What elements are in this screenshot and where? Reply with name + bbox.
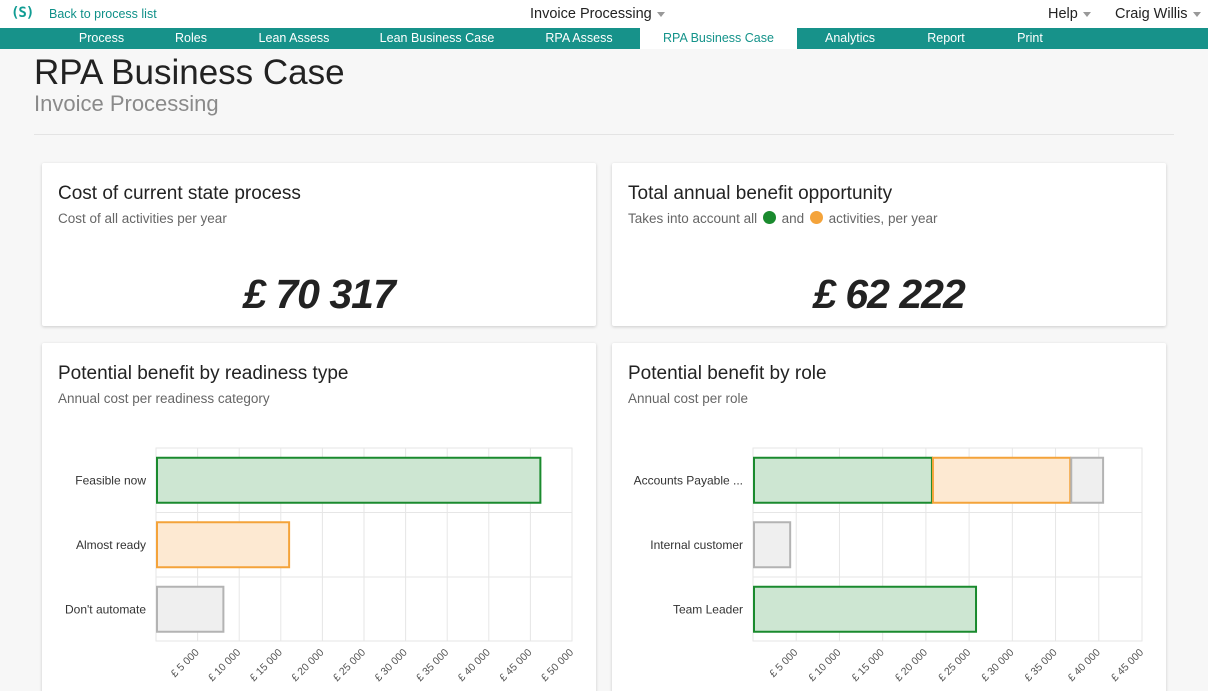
benefit-card: Total annual benefit opportunity Takes i… — [612, 163, 1166, 326]
tab-roles[interactable]: Roles — [175, 31, 207, 45]
app-logo[interactable]: (S) — [11, 5, 34, 21]
bar[interactable] — [156, 456, 542, 504]
x-tick-label: £ 15 000 — [248, 647, 285, 684]
process-selector[interactable]: Invoice Processing — [530, 6, 665, 22]
x-tick-label: £ 30 000 — [979, 647, 1016, 684]
tab-rpa-assess[interactable]: RPA Assess — [545, 31, 613, 45]
tab-rpa-business-case[interactable]: RPA Business Case — [640, 28, 797, 49]
user-name: Craig Willis — [1115, 6, 1188, 22]
x-tick-label: £ 40 000 — [1066, 647, 1103, 684]
x-tick-label: £ 45 000 — [1109, 647, 1146, 684]
user-menu[interactable]: Craig Willis — [1115, 6, 1201, 22]
x-tick-label: £ 5 000 — [767, 647, 800, 680]
category-label: Don't automate — [65, 602, 146, 616]
card-subtitle: Takes into account all and activities, p… — [628, 211, 937, 226]
x-tick-label: £ 25 000 — [331, 647, 368, 684]
category-label: Accounts Payable ... — [634, 473, 743, 487]
tab-report[interactable]: Report — [927, 31, 965, 45]
card-title: Potential benefit by readiness type — [58, 363, 349, 384]
current-cost-value: £ 70 317 — [243, 271, 396, 317]
tab-process[interactable]: Process — [78, 31, 125, 45]
bar[interactable] — [156, 585, 225, 633]
role-chart-card: Potential benefit by role Annual cost pe… — [612, 343, 1166, 691]
x-tick-label: £ 10 000 — [806, 647, 843, 684]
bar[interactable] — [753, 456, 933, 504]
chevron-down-icon — [1082, 11, 1091, 17]
tab-lean-assess[interactable]: Lean Assess — [258, 31, 330, 45]
x-tick-label: £ 20 000 — [289, 647, 326, 684]
card-subtitle: Cost of all activities per year — [58, 211, 227, 226]
x-tick-label: £ 50 000 — [539, 647, 576, 684]
chevron-down-icon — [656, 11, 665, 17]
page-title: RPA Business Case — [34, 53, 345, 92]
bar[interactable] — [156, 521, 291, 569]
page-subtitle: Invoice Processing — [34, 91, 219, 116]
bar[interactable] — [753, 585, 978, 633]
bar[interactable] — [753, 521, 792, 569]
divider — [34, 134, 1174, 135]
x-tick-label: £ 35 000 — [1022, 647, 1059, 684]
x-tick-label: £ 45 000 — [497, 647, 534, 684]
subtitle-text: Takes into account all — [628, 211, 758, 226]
tab-lean-business-case[interactable]: Lean Business Case — [379, 31, 495, 45]
x-tick-label: £ 30 000 — [372, 647, 409, 684]
tab-analytics[interactable]: Analytics — [824, 31, 876, 45]
help-label: Help — [1048, 6, 1078, 22]
bar[interactable] — [1070, 456, 1105, 504]
x-tick-label: £ 15 000 — [849, 647, 886, 684]
readiness-chart-card: Potential benefit by readiness type Annu… — [42, 343, 596, 691]
x-tick-label: £ 10 000 — [206, 647, 243, 684]
green-dot-icon — [762, 211, 776, 224]
subtitle-text: activities, per year — [828, 211, 938, 226]
card-title: Cost of current state process — [58, 183, 301, 204]
card-subtitle: Annual cost per role — [628, 391, 749, 406]
tab-print[interactable]: Print — [1017, 31, 1043, 45]
help-menu[interactable]: Help — [1048, 6, 1091, 22]
role-bar-chart: £ 5 000 £ 10 000 £ 15 000 £ 20 000 £ 25 000 £… — [634, 447, 1146, 684]
x-tick-label: £ 20 000 — [893, 647, 930, 684]
benefit-value: £ 62 222 — [813, 271, 966, 317]
category-label: Feasible now — [75, 473, 146, 487]
category-label: Almost ready — [76, 538, 146, 552]
card-title: Potential benefit by role — [628, 363, 827, 384]
readiness-bar-chart: £ 5 000 £ 10 000 £ 15 000 £ 20 000 £ 25 000 £… — [65, 447, 576, 684]
card-title: Total annual benefit opportunity — [628, 183, 893, 204]
category-label: Internal customer — [650, 538, 743, 552]
back-to-process-list-link[interactable]: Back to process list — [49, 7, 157, 21]
x-tick-label: £ 25 000 — [936, 647, 973, 684]
top-bar: (S) Back to process list Invoice Process… — [0, 0, 1208, 28]
subtitle-text: and — [781, 211, 805, 226]
current-cost-card: Cost of current state process Cost of al… — [42, 163, 596, 326]
card-subtitle: Annual cost per readiness category — [58, 391, 270, 406]
chevron-down-icon — [1192, 11, 1201, 17]
process-selector-label: Invoice Processing — [530, 6, 652, 22]
category-label: Team Leader — [673, 602, 743, 616]
x-tick-label: £ 40 000 — [456, 647, 493, 684]
x-tick-label: £ 35 000 — [414, 647, 451, 684]
x-tick-label: £ 5 000 — [168, 647, 201, 680]
main-nav: Process Roles Lean Assess Lean Business … — [0, 28, 1208, 49]
bar[interactable] — [931, 456, 1072, 504]
orange-dot-icon — [809, 211, 823, 224]
